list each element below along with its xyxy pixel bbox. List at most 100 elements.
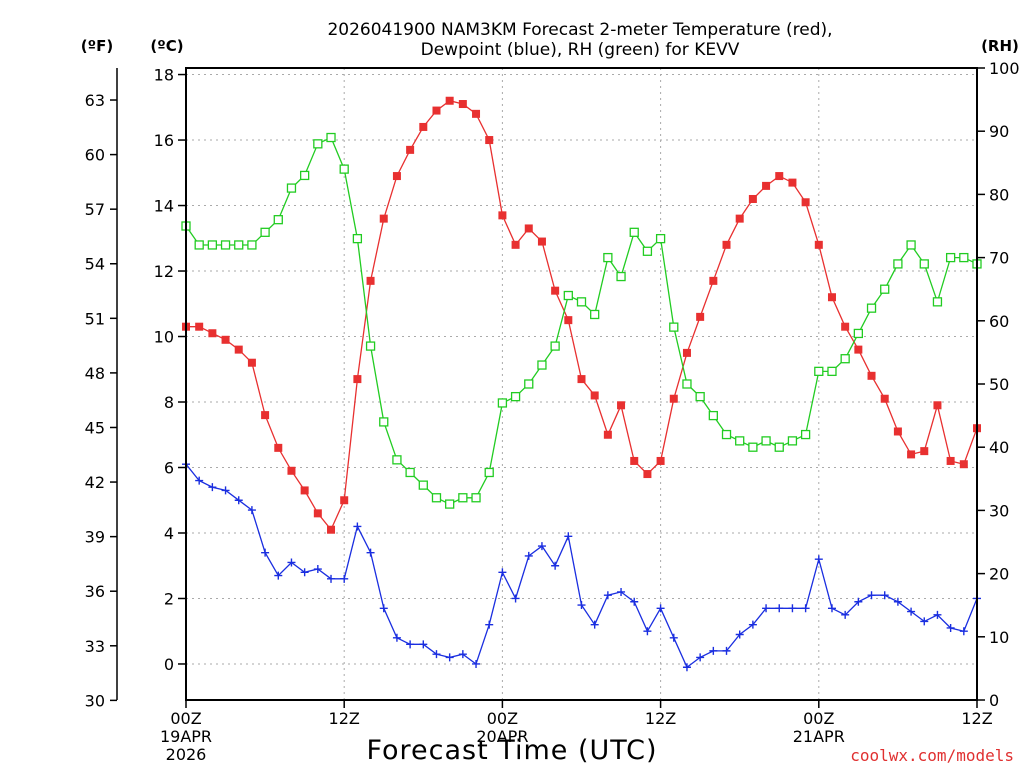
data-point <box>392 455 402 465</box>
data-point <box>735 630 744 639</box>
data-point <box>893 427 902 436</box>
data-point <box>814 366 824 377</box>
data-point <box>775 172 784 181</box>
data-point <box>748 442 758 452</box>
rh-tick-label: 100 <box>989 59 1020 78</box>
data-point <box>774 442 784 452</box>
axes: 30 33 36 39 42 45 48 51 54 57 60 63 0 2 4 6 8 10 12 14 16 18 0… <box>85 59 1020 764</box>
data-point <box>853 328 863 339</box>
series-1 <box>182 460 981 672</box>
data-point <box>299 170 310 181</box>
data-point <box>550 341 560 351</box>
rh-tick-label: 20 <box>989 565 1009 584</box>
data-point <box>643 470 652 479</box>
data-point <box>656 604 665 613</box>
data-point <box>498 211 507 220</box>
data-point <box>234 496 243 505</box>
x-tick-label: 12Z <box>645 709 676 728</box>
fahrenheit-tick-label: 57 <box>85 200 105 219</box>
data-point <box>669 394 678 403</box>
data-point <box>696 653 705 662</box>
data-point <box>419 122 428 131</box>
data-point <box>695 391 705 402</box>
data-point <box>893 597 902 606</box>
data-point <box>510 391 521 402</box>
data-point <box>854 345 863 354</box>
data-point <box>643 627 652 636</box>
data-point <box>603 430 612 439</box>
data-point <box>946 456 955 465</box>
data-point <box>313 565 322 574</box>
data-point <box>327 574 336 583</box>
data-point <box>867 371 876 380</box>
chart-title-line1: 2026041900 NAM3KM Forecast 2-meter Tempe… <box>327 20 832 40</box>
celsius-axis-unit: (ºC) <box>150 37 183 55</box>
celsius-tick-label: 2 <box>164 589 174 608</box>
data-point <box>471 493 481 503</box>
fahrenheit-tick-label: 51 <box>85 309 105 328</box>
data-point <box>537 542 546 551</box>
data-point <box>880 284 890 294</box>
fahrenheit-tick-label: 30 <box>85 691 105 710</box>
celsius-tick-label: 18 <box>154 66 174 85</box>
data-point <box>907 450 916 459</box>
data-point <box>406 640 415 649</box>
data-point <box>564 316 573 325</box>
data-point <box>762 604 771 613</box>
data-point <box>485 620 494 629</box>
fahrenheit-tick-label: 36 <box>85 582 105 601</box>
data-point <box>340 496 349 505</box>
data-point <box>840 354 850 364</box>
data-point <box>339 164 349 174</box>
celsius-tick-label: 8 <box>164 393 174 412</box>
data-point <box>907 607 916 616</box>
data-point <box>497 398 508 408</box>
data-point <box>933 401 942 410</box>
rh-tick-label: 50 <box>989 375 1009 394</box>
data-point <box>603 252 613 263</box>
data-point <box>800 429 811 440</box>
data-point <box>445 499 455 509</box>
data-point <box>827 293 836 302</box>
plot-frame <box>185 67 978 701</box>
data-point <box>431 493 442 503</box>
data-point <box>261 548 270 557</box>
data-point <box>326 132 336 143</box>
data-point <box>721 429 732 440</box>
celsius-tick-label: 6 <box>164 459 174 478</box>
data-point <box>866 303 877 313</box>
fahrenheit-tick-label: 63 <box>85 91 105 110</box>
data-point <box>274 571 283 580</box>
fahrenheit-tick-label: 42 <box>85 473 105 492</box>
x-tick-label: 00Z <box>170 709 201 728</box>
data-point <box>629 227 639 237</box>
data-point <box>194 240 204 250</box>
rh-tick-label: 60 <box>989 312 1009 331</box>
data-point <box>195 322 204 331</box>
data-point <box>748 620 757 629</box>
x-tick-label: 12Z <box>329 709 360 728</box>
data-point <box>327 525 336 534</box>
rh-tick-label: 80 <box>989 185 1009 204</box>
fahrenheit-tick-label: 48 <box>85 364 105 383</box>
data-point <box>274 443 283 452</box>
data-point <box>919 259 929 269</box>
data-point <box>366 276 375 285</box>
data-point <box>709 646 718 655</box>
data-point <box>379 214 388 223</box>
data-point <box>208 483 217 492</box>
data-point <box>801 604 810 613</box>
data-point <box>207 240 218 250</box>
data-point <box>498 568 507 577</box>
data-point <box>458 650 467 659</box>
watermark: coolwx.com/models <box>850 746 1014 765</box>
data-point <box>788 178 797 187</box>
x-tick-label: 00Z <box>487 709 518 728</box>
data-point <box>313 509 322 518</box>
celsius-tick-label: 0 <box>164 655 174 674</box>
data-point <box>247 506 256 515</box>
data-point <box>511 594 520 603</box>
data-point <box>880 591 889 600</box>
fahrenheit-tick-label: 60 <box>85 146 105 165</box>
x-tick-date: 20APR <box>476 727 528 746</box>
